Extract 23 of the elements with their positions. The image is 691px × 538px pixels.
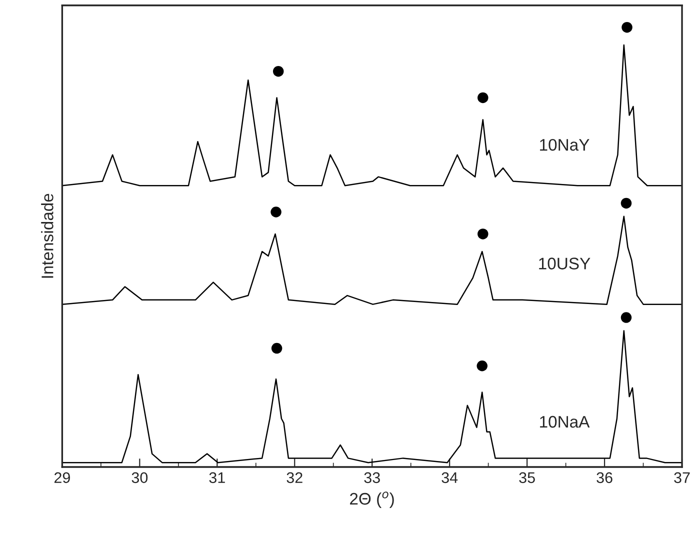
x-tick-label: 37 (674, 472, 690, 484)
point (478, 228, 488, 240)
point (270, 206, 282, 218)
x-tick-label: 33 (364, 472, 380, 484)
point (271, 342, 282, 354)
x-tick-label: 31 (209, 472, 225, 484)
point (622, 22, 632, 33)
point (620, 198, 632, 209)
x-axis-title: 2Θ ($^{o}$) (350, 492, 394, 508)
point (478, 92, 488, 104)
point (476, 360, 488, 372)
x-tick-label: 35 (519, 472, 535, 484)
x-tick-label: 32 (286, 472, 302, 484)
series-label: 10USY (539, 258, 590, 270)
x-tick-label: 34 (442, 472, 458, 484)
x-tick-label: 36 (596, 472, 612, 484)
y-axis-title: Intensidade (41, 194, 54, 278)
point (620, 312, 632, 323)
x-tick-label: 29 (54, 472, 70, 484)
series-label: 10NaA (540, 416, 590, 428)
x-tick-label: 30 (132, 472, 148, 484)
series-label: 10NaY (540, 138, 590, 151)
point (272, 66, 284, 77)
